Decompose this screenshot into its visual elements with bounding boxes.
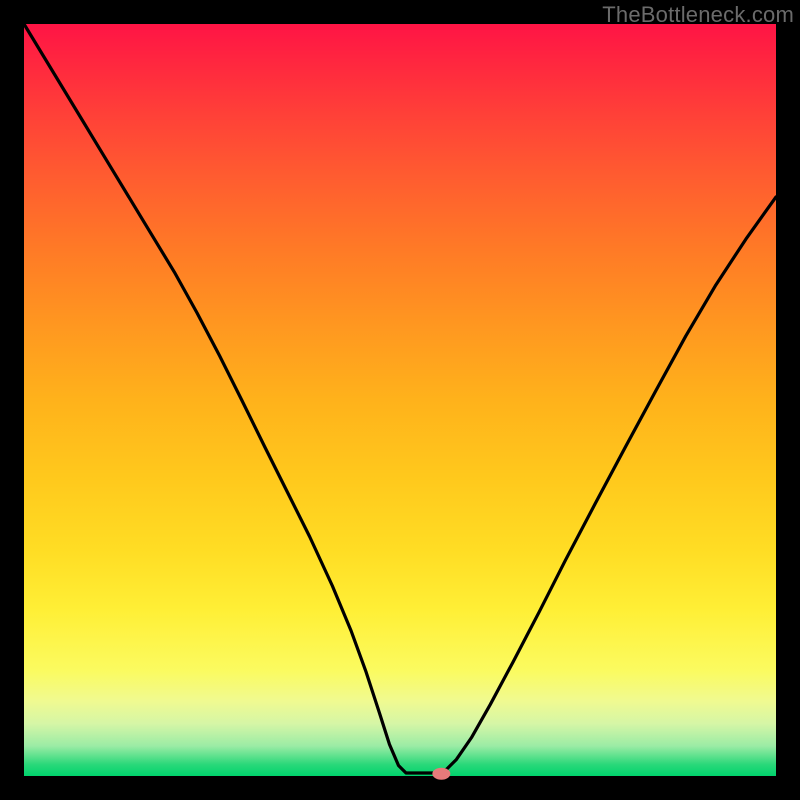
bottleneck-chart <box>0 0 800 800</box>
optimal-point-marker <box>432 768 450 780</box>
watermark-text: TheBottleneck.com <box>602 2 794 28</box>
plot-background <box>24 24 776 776</box>
